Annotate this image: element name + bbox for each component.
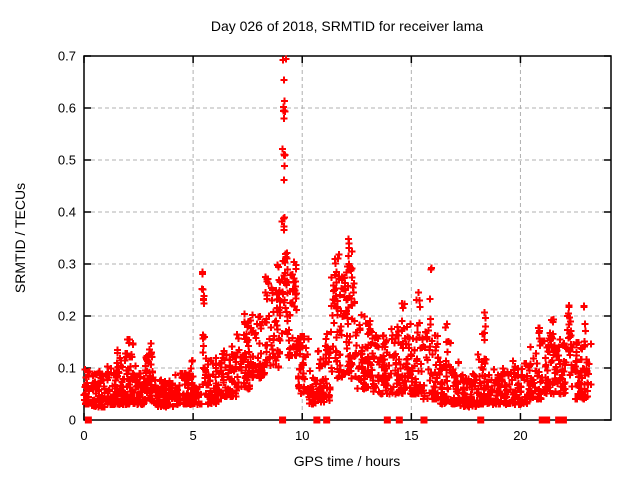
zero-line-square-markers <box>84 416 567 424</box>
zero-line-square <box>84 416 92 424</box>
scatter-points <box>80 55 595 411</box>
x-tick-label: 5 <box>189 428 196 443</box>
x-axis-label: GPS time / hours <box>294 453 401 469</box>
zero-line-square <box>313 416 321 424</box>
zero-line-square <box>538 416 546 424</box>
x-tick-label: 10 <box>295 428 309 443</box>
zero-line-square <box>559 416 567 424</box>
y-tick-label: 0.5 <box>58 153 76 168</box>
y-tick-label: 0.1 <box>58 361 76 376</box>
plot-border <box>83 55 612 421</box>
grid-lines <box>84 56 611 420</box>
y-tick-label: 0.2 <box>58 309 76 324</box>
y-tick-label: 0.6 <box>58 101 76 116</box>
zero-line-square <box>555 416 563 424</box>
y-axis-label: SRMTID / TECUs <box>12 183 28 293</box>
y-tick-label: 0 <box>69 413 76 428</box>
y-tick-label: 0.3 <box>58 257 76 272</box>
chart-title: Day 026 of 2018, SRMTID for receiver lam… <box>211 18 484 34</box>
zero-line-square <box>323 416 331 424</box>
x-tick-label: 0 <box>80 428 87 443</box>
y-tick-label: 0.4 <box>58 205 76 220</box>
zero-line-square <box>420 416 428 424</box>
zero-line-square <box>279 416 287 424</box>
x-tick-label: 15 <box>404 428 418 443</box>
zero-line-square <box>383 416 391 424</box>
zero-line-square <box>395 416 403 424</box>
x-tick-label: 20 <box>513 428 527 443</box>
srmtid-plus-markers <box>80 55 595 411</box>
y-tick-label: 0.7 <box>58 49 76 64</box>
zero-line-square <box>543 416 551 424</box>
tick-labels: 0 5 10 15 20 0 0.1 0.2 0.3 0.4 0.5 0.6 0.7 <box>58 49 528 444</box>
zero-line-square <box>477 416 485 424</box>
